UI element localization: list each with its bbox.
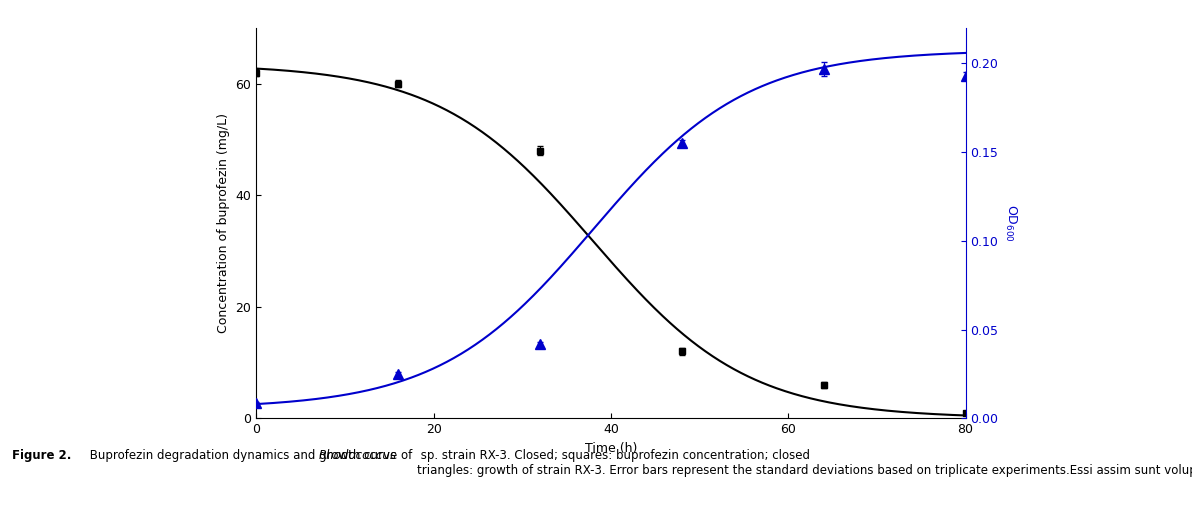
Y-axis label: OD$_{600}$: OD$_{600}$ [1002,204,1018,242]
Text: Figure 2.: Figure 2. [12,449,72,462]
Text: Rhodococcus: Rhodococcus [318,449,396,462]
Y-axis label: Concentration of buprofezin (mg/L): Concentration of buprofezin (mg/L) [217,113,230,333]
X-axis label: Time (h): Time (h) [585,442,637,455]
Text: Buprofezin degradation dynamics and growth curve of: Buprofezin degradation dynamics and grow… [86,449,416,462]
Text: sp. strain RX-3. Closed; squares: buprofezin concentration; closed
triangles: gr: sp. strain RX-3. Closed; squares: buprof… [417,449,1192,477]
